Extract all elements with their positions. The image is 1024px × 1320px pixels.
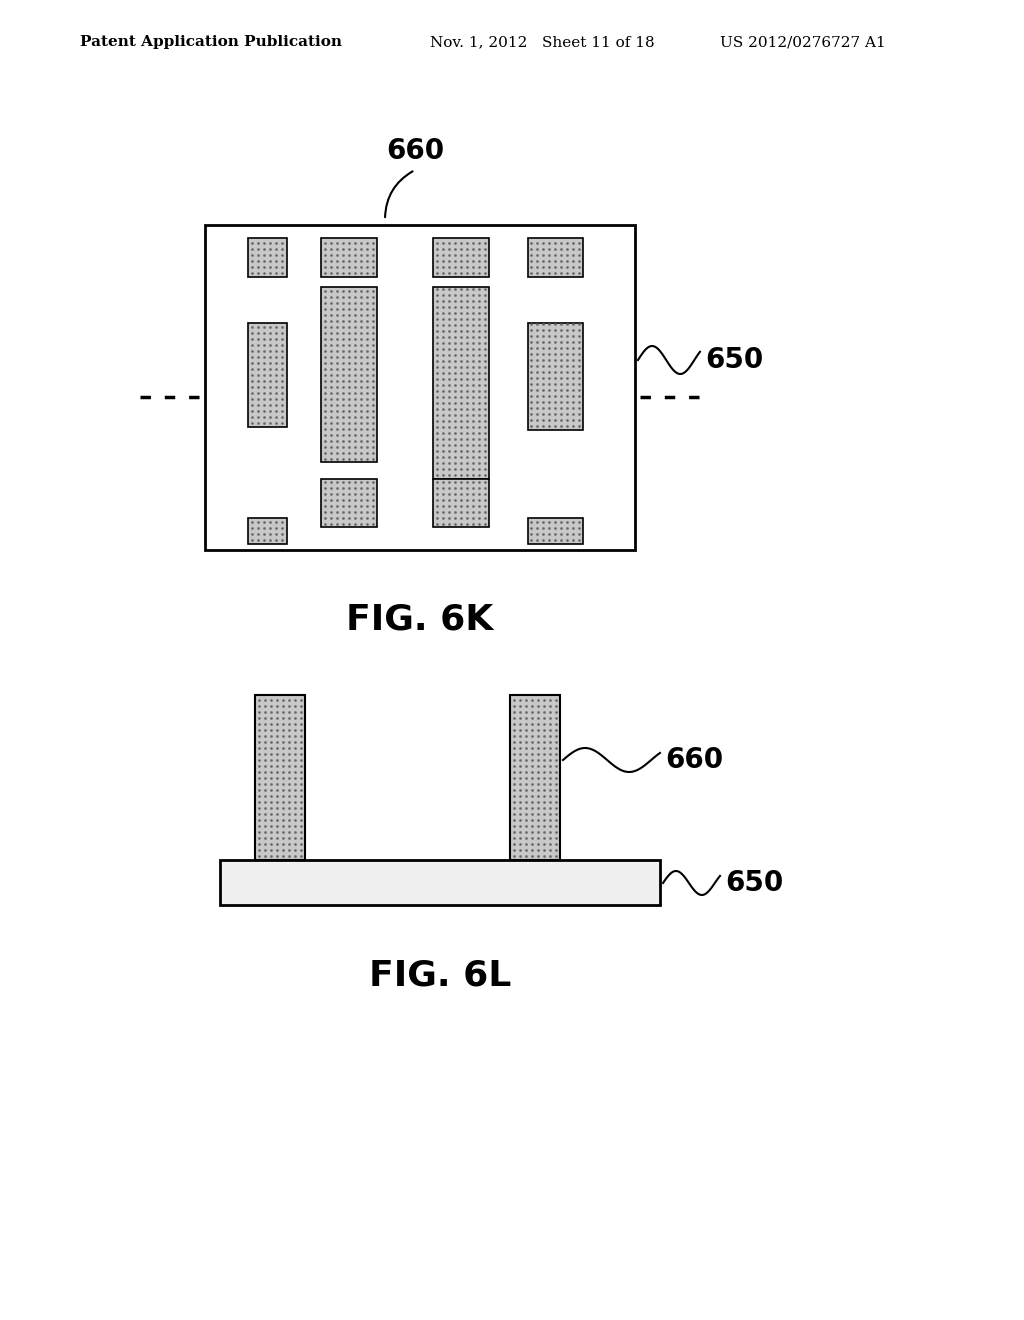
- Text: FIG. 6K: FIG. 6K: [346, 603, 494, 638]
- Text: 660: 660: [665, 746, 723, 774]
- Bar: [527, 238, 584, 277]
- Bar: [248, 517, 287, 544]
- Bar: [248, 322, 287, 426]
- Bar: [527, 517, 584, 544]
- Bar: [322, 286, 377, 462]
- Bar: [220, 861, 660, 906]
- Bar: [510, 696, 560, 861]
- Bar: [433, 479, 488, 527]
- Bar: [205, 224, 635, 550]
- Bar: [433, 238, 488, 277]
- Text: Nov. 1, 2012   Sheet 11 of 18: Nov. 1, 2012 Sheet 11 of 18: [430, 36, 654, 49]
- Bar: [255, 696, 305, 861]
- Text: FIG. 6L: FIG. 6L: [369, 958, 511, 993]
- Text: 650: 650: [725, 869, 783, 898]
- Text: US 2012/0276727 A1: US 2012/0276727 A1: [720, 36, 886, 49]
- Text: 660: 660: [386, 137, 444, 165]
- Text: Patent Application Publication: Patent Application Publication: [80, 36, 342, 49]
- Text: 650: 650: [705, 346, 763, 374]
- Bar: [322, 238, 377, 277]
- Bar: [322, 479, 377, 527]
- Bar: [527, 322, 584, 430]
- Bar: [248, 238, 287, 277]
- Bar: [433, 286, 488, 479]
